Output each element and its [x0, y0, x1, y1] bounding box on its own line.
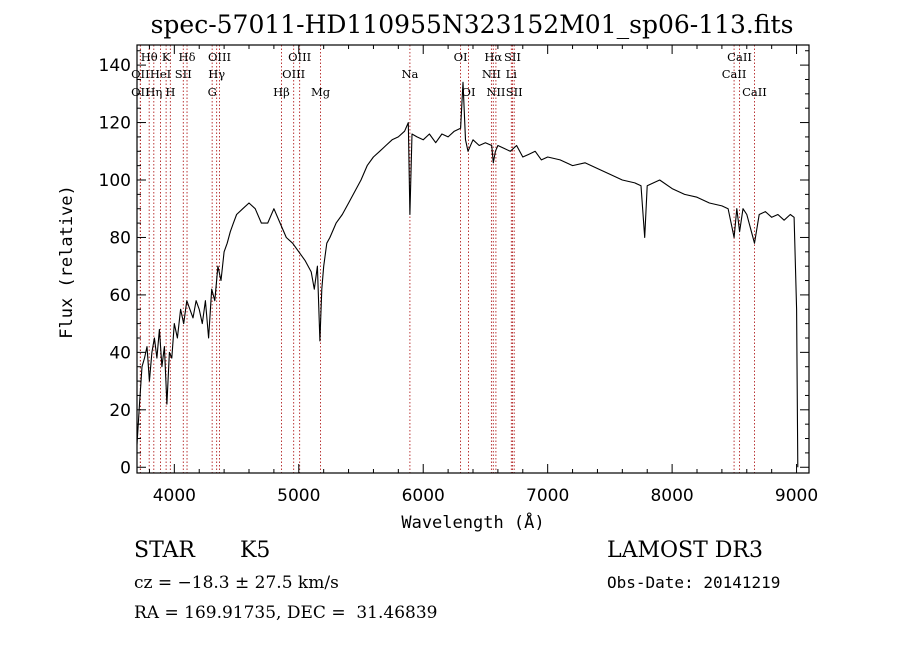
- y-axis-ticks: 0 20 40 60 80 100 120 140: [99, 50, 809, 478]
- line-label-17: OI: [454, 50, 468, 64]
- x-tick-label-4000: 4000: [153, 486, 196, 506]
- line-label-27: CaII: [742, 85, 767, 99]
- line-label-15: Mg: [311, 85, 331, 99]
- y-tick-label-140: 140: [99, 56, 131, 76]
- line-label-20: NII: [482, 67, 501, 81]
- line-label-6: SII: [175, 67, 192, 81]
- line-label-10: Hγ: [208, 67, 225, 81]
- y-tick-label-60: 60: [109, 286, 131, 306]
- line-label-2: OII: [131, 85, 150, 99]
- y-tick-label-120: 120: [99, 114, 131, 134]
- x-axis-label: Wavelength (Å): [401, 511, 544, 533]
- line-label-26: CaII: [722, 67, 747, 81]
- line-label-7: H: [165, 85, 175, 99]
- line-label-25: CaII: [727, 50, 752, 64]
- y-tick-label-100: 100: [99, 171, 131, 191]
- object-subclass: K5: [240, 538, 271, 563]
- y-tick-label-80: 80: [109, 228, 131, 248]
- spectral-line-markers: [139, 45, 755, 473]
- y-axis-label: Flux (relative): [57, 185, 77, 339]
- plot-frame: [136, 44, 810, 474]
- observation-date: Obs-Date: 20141219: [607, 573, 781, 592]
- x-tick-label-7000: 7000: [526, 486, 569, 506]
- object-class: STAR: [134, 538, 195, 563]
- x-tick-label-6000: 6000: [402, 486, 445, 506]
- spectrum-series: [136, 81, 799, 468]
- line-label-16: Na: [401, 67, 418, 81]
- line-label-14: OIII: [282, 67, 305, 81]
- line-label-4: HeI: [150, 67, 171, 81]
- survey-name: LAMOST DR3: [607, 538, 763, 563]
- line-label-9: OIII: [208, 50, 231, 64]
- line-label-22: SII: [504, 50, 521, 64]
- line-label-12: Hβ: [273, 85, 290, 99]
- x-tick-label-5000: 5000: [277, 486, 320, 506]
- spectrum-line-0: [136, 81, 799, 468]
- line-label-3: K: [162, 50, 171, 64]
- x-tick-label-9000: 9000: [775, 486, 818, 506]
- y-tick-label-40: 40: [109, 343, 131, 363]
- line-label-1: OII: [131, 67, 150, 81]
- x-axis-ticks: 4000 5000 6000 7000 8000 9000: [148, 45, 818, 506]
- line-label-19: Hα: [484, 50, 502, 64]
- line-label-8: Hδ: [179, 50, 196, 64]
- redshift-cz: cz = −18.3 ± 27.5 km/s: [134, 573, 339, 593]
- y-tick-label-0: 0: [120, 458, 131, 478]
- line-label-11: G: [208, 85, 217, 99]
- line-label-5: Hη: [145, 85, 162, 99]
- y-tick-label-20: 20: [109, 401, 131, 421]
- line-label-21: NII: [486, 85, 505, 99]
- line-label-23: Li: [506, 67, 518, 81]
- line-label-0: Hθ: [141, 50, 158, 64]
- line-label-24: SII: [506, 85, 523, 99]
- line-label-18: OI: [462, 85, 476, 99]
- x-tick-label-8000: 8000: [650, 486, 693, 506]
- line-label-13: OIII: [288, 50, 311, 64]
- ra-dec-coordinates: RA = 169.91735, DEC = 31.46839: [134, 603, 438, 623]
- chart-title: spec-57011-HD110955N323152M01_sp06-113.f…: [151, 10, 794, 39]
